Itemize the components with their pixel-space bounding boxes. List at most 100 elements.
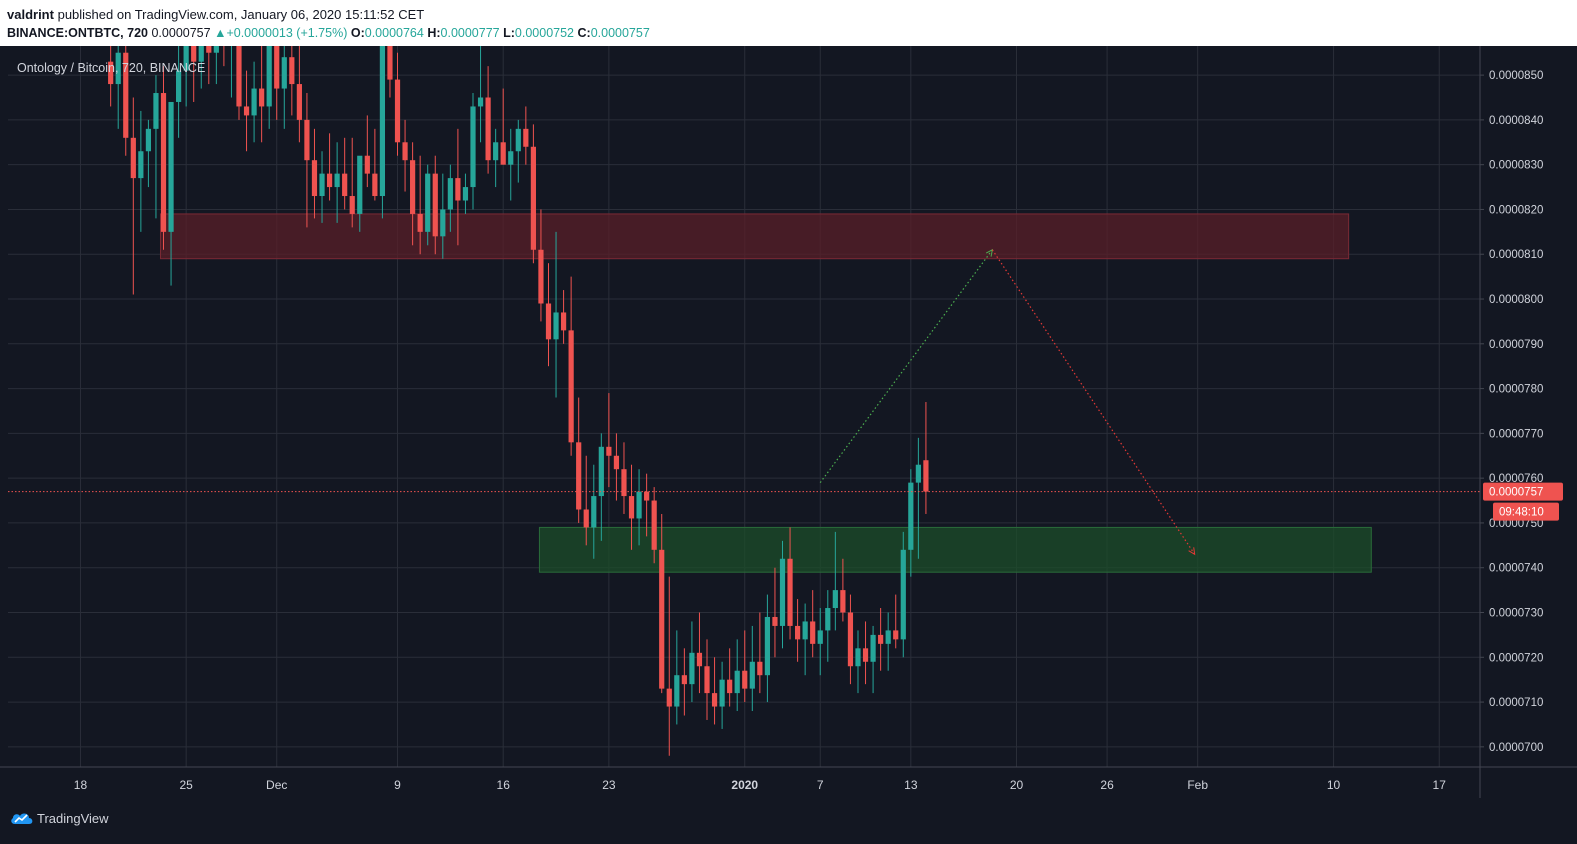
price-tick-label: 0.0000760: [1489, 473, 1543, 485]
candle: [923, 402, 929, 514]
candle-body: [342, 173, 348, 197]
resistance-zone: [159, 213, 1350, 260]
candle-body: [742, 670, 748, 689]
candle: [847, 594, 854, 685]
price-tick-label: 0.0000780: [1489, 384, 1543, 396]
candle: [651, 487, 657, 564]
candle-body: [832, 590, 838, 609]
price-tick-label: 0.0000770: [1489, 428, 1543, 440]
candle-body: [319, 173, 325, 197]
candle-body: [644, 491, 650, 501]
grid-lines: [8, 46, 1480, 767]
tradingview-cloud-icon[interactable]: [10, 810, 34, 826]
candle: [296, 46, 302, 143]
candle: [372, 128, 378, 201]
price-tick-label: 0.0000850: [1489, 70, 1543, 82]
high-value: 0.0000777: [440, 26, 500, 40]
candle-body: [274, 46, 280, 89]
candle-body: [379, 46, 386, 197]
candle: [545, 263, 552, 367]
candle-body: [485, 97, 491, 161]
candle: [734, 639, 740, 712]
published-text: published on TradingView.com, January 06…: [57, 7, 425, 22]
price-change: +0.0000013 (+1.75%): [226, 26, 348, 40]
candle: [530, 124, 536, 264]
time-tick-label: 2020: [731, 778, 758, 792]
candle: [223, 46, 225, 67]
candlestick-chart[interactable]: 0.0000850 0.0000840 0.0000830 0.0000820 0.00…: [0, 46, 1577, 798]
candle-body: [326, 173, 333, 188]
candle: [281, 46, 287, 129]
price-tick-label: 0.0000820: [1489, 204, 1543, 216]
candle: [749, 625, 755, 712]
candle-body: [870, 634, 876, 662]
candle: [470, 93, 476, 210]
candle: [810, 590, 816, 658]
time-tick-label: 7: [817, 778, 824, 792]
last-price: 0.0000757: [151, 26, 211, 40]
candle: [213, 46, 219, 85]
candle: [659, 513, 665, 694]
time-tick-label: 20: [1010, 778, 1024, 792]
candle: [198, 46, 204, 89]
support-zone: [538, 526, 1372, 573]
candle-body: [425, 173, 431, 232]
candle: [727, 648, 733, 707]
candle: [681, 648, 687, 716]
candle: [779, 540, 786, 649]
candle-body: [787, 558, 793, 626]
candle: [636, 469, 642, 546]
footer: TradingView: [0, 798, 1577, 844]
candle: [440, 173, 446, 259]
time-tick-label: 9: [394, 778, 401, 792]
candle-body: [447, 178, 453, 210]
open-label: O:: [350, 26, 365, 40]
publication-header: valdrint published on TradingView.com, J…: [0, 0, 1577, 46]
candle-body: [515, 128, 521, 152]
candle: [591, 464, 597, 559]
candle-body: [236, 46, 242, 107]
candle-body: [568, 330, 574, 443]
time-tick-label: Dec: [266, 778, 287, 792]
candle: [674, 630, 680, 725]
high-label: H:: [427, 26, 441, 40]
candle-body: [749, 661, 755, 689]
candle: [802, 603, 808, 676]
candle-body: [500, 142, 506, 165]
open-value: 0.0000764: [364, 26, 424, 40]
candle: [183, 46, 189, 107]
tradingview-brand[interactable]: TradingView: [37, 811, 109, 826]
candle-body: [621, 469, 627, 497]
current-price-badge: [1483, 482, 1563, 501]
candle-body: [681, 675, 687, 685]
low-value: 0.0000752: [514, 26, 575, 40]
candle-body: [855, 648, 861, 667]
candle: [304, 93, 310, 228]
candle-body: [206, 46, 212, 53]
publication-line: valdrint published on TradingView.com, J…: [7, 7, 424, 22]
candle-body: [606, 446, 612, 456]
chart-area[interactable]: 0.0000850 0.0000840 0.0000830 0.0000820 0.00…: [0, 46, 1577, 798]
price-tick-label: 0.0000810: [1489, 249, 1543, 261]
symbol-interval: BINANCE:ONTBTC, 720: [7, 26, 148, 40]
candle-body: [455, 178, 461, 201]
candle-body: [462, 187, 469, 201]
candle-body: [862, 648, 869, 662]
candle: [493, 128, 499, 188]
candle-body: [674, 675, 680, 707]
candle-body: [659, 549, 665, 689]
candle: [432, 155, 438, 255]
candle-body: [311, 160, 318, 197]
candle-body: [364, 155, 370, 174]
price-tick-label: 0.0000750: [1489, 518, 1543, 530]
candle: [455, 128, 461, 246]
candle: [817, 608, 823, 676]
candle: [191, 46, 197, 102]
candle: [719, 661, 725, 729]
candle: [387, 46, 393, 98]
candle-body: [334, 173, 340, 188]
candle: [666, 576, 672, 756]
candle: [900, 531, 906, 658]
author-name[interactable]: valdrint: [7, 7, 54, 22]
candle: [908, 469, 914, 577]
